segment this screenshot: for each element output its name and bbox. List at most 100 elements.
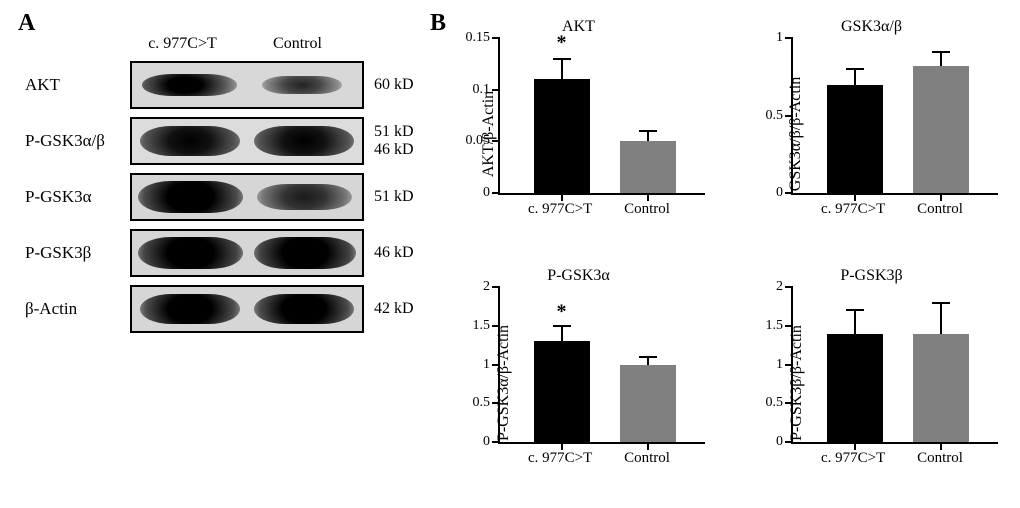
blot-band <box>142 74 237 96</box>
lane-header-control: Control <box>240 35 355 53</box>
chart-xlabel: Control <box>624 201 670 218</box>
blot-size-label: 46 kD <box>374 244 414 262</box>
chart-xlabels: c. 977C>T Control <box>791 446 998 472</box>
chart-xlabel: Control <box>624 450 670 467</box>
chart-xlabels: c. 977C>T Control <box>498 197 705 223</box>
blot-image <box>130 229 364 277</box>
chart-error-bar <box>940 303 942 334</box>
significance-marker: * <box>557 31 567 54</box>
lane-headers: c. 977C>T Control <box>125 35 355 53</box>
chart-ytick-label: 0.15 <box>466 30 501 46</box>
lane-header-mutant: c. 977C>T <box>125 35 240 53</box>
chart-error-bar <box>647 131 649 141</box>
blot-image <box>130 173 364 221</box>
chart-error-cap <box>932 302 950 304</box>
chart-error-bar <box>561 59 563 80</box>
chart-ytick-label: 1.5 <box>473 318 501 334</box>
western-blot-area: c. 977C>T Control AKT 60 kD P-GSK3α/β 51 kD… <box>20 35 420 333</box>
blot-image <box>130 285 364 333</box>
blot-row-label: P-GSK3β <box>20 243 130 263</box>
blot-size-label: 60 kD <box>374 76 414 94</box>
blot-row: P-GSK3α/β 51 kD46 kD <box>20 117 420 165</box>
chart-title: GSK3α/β <box>733 18 1010 36</box>
chart-xlabel: c. 977C>T <box>528 201 592 218</box>
chart-bar <box>913 334 969 443</box>
blot-size-label: 51 kD46 kD <box>374 123 414 158</box>
blot-row-label: P-GSK3α <box>20 187 130 207</box>
chart-error-cap <box>932 51 950 53</box>
chart-plot-area: 00.511.52* <box>498 287 705 444</box>
chart-error-bar <box>647 357 649 365</box>
chart-plot-area: 00.511.52 <box>791 287 998 444</box>
panel-a-label: A <box>18 10 35 37</box>
chart-error-cap <box>639 130 657 132</box>
chart-ytick-label: 1 <box>483 357 500 373</box>
chart-body: 00.51 c. 977C>T Control <box>791 38 998 223</box>
chart-error-bar <box>854 310 856 333</box>
chart-xlabel: Control <box>917 201 963 218</box>
chart-ytick-label: 1 <box>776 30 793 46</box>
chart-xlabel: c. 977C>T <box>821 450 885 467</box>
blot-band <box>138 237 243 269</box>
chart-title: P-GSK3β <box>733 267 1010 285</box>
blot-band <box>257 184 352 210</box>
blot-row: P-GSK3β 46 kD <box>20 229 420 277</box>
blot-size-label: 51 kD <box>374 188 414 206</box>
chart-error-cap <box>639 356 657 358</box>
chart-bar <box>620 365 676 443</box>
chart-ytick-label: 0.5 <box>473 395 501 411</box>
chart-body: 00.511.52 c. 977C>T Control <box>791 287 998 472</box>
chart-error-cap <box>553 58 571 60</box>
chart-bar: * <box>534 79 590 193</box>
chart-xlabels: c. 977C>T Control <box>498 446 705 472</box>
blot-band <box>138 181 243 213</box>
chart-error-bar <box>940 52 942 66</box>
blot-image <box>130 61 364 109</box>
blot-band <box>254 126 354 156</box>
blot-row-label: AKT <box>20 75 130 95</box>
panel-b: B AKTAKT/β-Actin00.050.10.15*c. 977C>TCo… <box>430 10 1010 498</box>
chart-ytick-label: 0.1 <box>473 82 501 98</box>
chart-ytick-label: 0.5 <box>766 108 794 124</box>
blot-band <box>254 294 354 324</box>
chart-body: 00.511.52* c. 977C>T Control <box>498 287 705 472</box>
chart-plot-area: 00.050.10.15* <box>498 38 705 195</box>
chart-error-cap <box>846 309 864 311</box>
chart-ytick-label: 0.05 <box>466 133 501 149</box>
bar-chart: AKTAKT/β-Actin00.050.10.15*c. 977C>TCont… <box>440 18 717 249</box>
chart-error-bar <box>561 326 563 342</box>
blot-size-label: 42 kD <box>374 300 414 318</box>
chart-bar <box>827 334 883 443</box>
chart-ytick-label: 0.5 <box>766 395 794 411</box>
chart-xlabel: Control <box>917 450 963 467</box>
chart-xlabel: c. 977C>T <box>821 201 885 218</box>
panel-a: A c. 977C>T Control AKT 60 kD P-GSK3α/β 51 … <box>10 10 430 498</box>
figure: A c. 977C>T Control AKT 60 kD P-GSK3α/β 51 … <box>10 10 1010 498</box>
bar-chart: P-GSK3βP-GSK3β/β-Actin00.511.52c. 977C>T… <box>733 267 1010 498</box>
chart-bar <box>913 66 969 193</box>
blot-band <box>262 76 342 94</box>
blot-row-label: β-Actin <box>20 299 130 319</box>
chart-ytick-label: 1.5 <box>766 318 794 334</box>
chart-plot-area: 00.51 <box>791 38 998 195</box>
chart-ytick-label: 2 <box>776 279 793 295</box>
chart-ytick-label: 2 <box>483 279 500 295</box>
chart-body: 00.050.10.15* c. 977C>T Control <box>498 38 705 223</box>
chart-bar <box>620 141 676 193</box>
bar-chart: P-GSK3αP-GSK3α/β-Actin00.511.52*c. 977C>… <box>440 267 717 498</box>
blot-band <box>254 237 356 269</box>
chart-xlabel: c. 977C>T <box>528 450 592 467</box>
blot-row: β-Actin 42 kD <box>20 285 420 333</box>
chart-title: P-GSK3α <box>440 267 717 285</box>
significance-marker: * <box>557 300 567 323</box>
chart-bar: * <box>534 341 590 442</box>
chart-bar <box>827 85 883 194</box>
chart-ytick-label: 1 <box>776 357 793 373</box>
chart-xlabels: c. 977C>T Control <box>791 197 998 223</box>
blot-image <box>130 117 364 165</box>
chart-error-bar <box>854 69 856 85</box>
blot-row: P-GSK3α 51 kD <box>20 173 420 221</box>
chart-error-cap <box>846 68 864 70</box>
chart-error-cap <box>553 325 571 327</box>
blot-row-label: P-GSK3α/β <box>20 131 130 151</box>
